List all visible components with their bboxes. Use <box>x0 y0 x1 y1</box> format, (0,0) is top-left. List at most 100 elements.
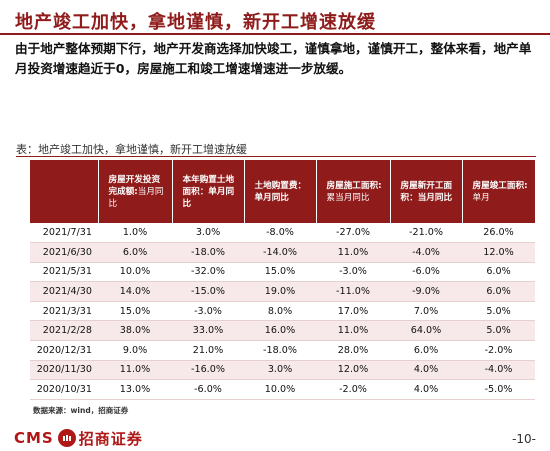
row-value-cell: -21.0% <box>390 223 462 244</box>
row-value-cell: 33.0% <box>172 320 244 342</box>
row-value-cell: 6.0% <box>390 340 462 361</box>
row-value-cell: 10.0% <box>98 262 172 283</box>
row-value-cell: -2.0% <box>462 340 535 361</box>
row-value-cell: -11.0% <box>316 281 390 302</box>
header-main-text: 房屋开发投资完成额: <box>108 174 161 197</box>
row-value-cell: -3.0% <box>172 301 244 322</box>
table-header: 房屋开发投资完成额:当月同比 本年购置土地面积：单月同比 土地购置费：单月同比 … <box>30 160 535 223</box>
row-value-cell: 19.0% <box>244 281 316 302</box>
row-value-cell: 14.0% <box>98 281 172 302</box>
row-value-cell: -32.0% <box>172 262 244 283</box>
row-value-cell: -14.0% <box>244 242 316 263</box>
page-title: 地产竣工加快，拿地谨慎，新开工增速放缓 <box>15 12 376 33</box>
row-value-cell: 6.0% <box>462 281 535 302</box>
row-date-cell: 2021/4/30 <box>30 281 98 302</box>
row-value-cell: 12.0% <box>316 360 390 381</box>
row-value-cell: 9.0% <box>98 340 172 361</box>
row-value-cell: -6.0% <box>172 379 244 400</box>
table-row: 2021/5/31 10.0% -32.0% 15.0% -3.0% -6.0% 6.0% <box>30 262 535 283</box>
data-table: 房屋开发投资完成额:当月同比 本年购置土地面积：单月同比 土地购置费：单月同比 … <box>30 160 535 400</box>
header-main-text: 房屋竣工面积: <box>472 180 528 191</box>
logo-chinese-name: 招商证券 <box>78 429 143 448</box>
row-value-cell: -8.0% <box>244 223 316 244</box>
row-value-cell: 38.0% <box>98 320 172 342</box>
row-date-cell: 2021/3/31 <box>30 301 98 322</box>
header-main-text: 房屋新开工面积：当月同比 <box>400 180 453 203</box>
header-main-text: 房屋施工面积: <box>326 180 382 191</box>
row-value-cell: 4.0% <box>390 379 462 400</box>
row-value-cell: 21.0% <box>172 340 244 361</box>
table-row: 2021/3/31 15.0% -3.0% 8.0% 17.0% 7.0% 5.0% <box>30 301 535 322</box>
row-date-cell: 2020/11/30 <box>30 360 98 381</box>
logo-text: CMS <box>14 429 54 447</box>
title-divider <box>0 33 550 35</box>
row-value-cell: 4.0% <box>390 360 462 381</box>
row-value-cell: -15.0% <box>172 281 244 302</box>
header-cell-completion: 房屋竣工面积:单月 <box>462 160 535 223</box>
row-value-cell: 15.0% <box>244 262 316 283</box>
row-value-cell: 10.0% <box>244 379 316 400</box>
table-row: 2020/10/31 13.0% -6.0% 10.0% -2.0% 4.0% -5.0% <box>30 379 535 400</box>
row-value-cell: 12.0% <box>462 242 535 263</box>
logo-emblem-icon <box>57 429 76 447</box>
row-value-cell: -16.0% <box>172 360 244 381</box>
table-caption: 表：地产竣工加快，拿地谨慎，新开工增速放缓 <box>16 143 247 156</box>
row-date-cell: 2021/7/31 <box>30 223 98 244</box>
row-value-cell: 15.0% <box>98 301 172 322</box>
row-value-cell: -2.0% <box>316 379 390 400</box>
row-value-cell: -3.0% <box>316 262 390 283</box>
header-cell-new-starts: 房屋新开工面积：当月同比 <box>390 160 463 223</box>
header-main-text: 本年购置土地面积：单月同比 <box>182 174 235 209</box>
data-source-note: 数据来源：wind，招商证券 <box>33 406 129 415</box>
table-body: 2021/7/31 1.0% 3.0% -8.0% -27.0% -21.0% 26.0% 2… <box>30 223 535 400</box>
header-sub-text: 累当月同比 <box>326 192 370 203</box>
row-value-cell: 16.0% <box>244 320 316 342</box>
table-row: 2021/4/30 14.0% -15.0% 19.0% -11.0% -9.0% 6.0% <box>30 281 535 302</box>
header-cell-land-cost: 土地购置费：单月同比 <box>244 160 317 223</box>
row-value-cell: 5.0% <box>462 301 535 322</box>
row-value-cell: 6.0% <box>462 262 535 283</box>
header-cell-construction: 房屋施工面积:累当月同比 <box>316 160 391 223</box>
row-value-cell: 5.0% <box>462 320 535 342</box>
row-date-cell: 2020/10/31 <box>30 379 98 400</box>
row-value-cell: -18.0% <box>244 340 316 361</box>
table-row: 2020/12/31 9.0% 21.0% -18.0% 28.0% 6.0% -2.0% <box>30 340 535 361</box>
row-value-cell: 26.0% <box>462 223 535 244</box>
page-number: -10- <box>512 432 536 446</box>
row-value-cell: 11.0% <box>316 320 390 342</box>
row-value-cell: 17.0% <box>316 301 390 322</box>
row-value-cell: -9.0% <box>390 281 462 302</box>
caption-divider <box>16 156 536 157</box>
row-value-cell: 28.0% <box>316 340 390 361</box>
row-value-cell: 7.0% <box>390 301 462 322</box>
row-value-cell: -27.0% <box>316 223 390 244</box>
row-date-cell: 2021/5/31 <box>30 262 98 283</box>
row-date-cell: 2020/12/31 <box>30 340 98 361</box>
table-header-row: 房屋开发投资完成额:当月同比 本年购置土地面积：单月同比 土地购置费：单月同比 … <box>30 160 535 223</box>
summary-text: 由于地产整体预期下行，地产开发商选择加快竣工，谨慎拿地，谨慎开工，整体来看，地产… <box>15 41 532 76</box>
row-value-cell: 64.0% <box>390 320 462 342</box>
row-value-cell: 11.0% <box>316 242 390 263</box>
header-sub-text: 单月 <box>472 192 490 203</box>
row-value-cell: 1.0% <box>98 223 172 244</box>
header-sub-text: 当月同比 <box>108 186 164 209</box>
table-row: 2020/11/30 11.0% -16.0% 3.0% 12.0% 4.0% -4.0% <box>30 360 535 381</box>
row-value-cell: 11.0% <box>98 360 172 381</box>
row-value-cell: -6.0% <box>390 262 462 283</box>
row-value-cell: 3.0% <box>172 223 244 244</box>
row-value-cell: -4.0% <box>390 242 462 263</box>
row-value-cell: -5.0% <box>462 379 535 400</box>
row-value-cell: -18.0% <box>172 242 244 263</box>
row-value-cell: 6.0% <box>98 242 172 263</box>
header-cell-land-area: 本年购置土地面积：单月同比 <box>172 160 245 223</box>
table-row: 2021/6/30 6.0% -18.0% -14.0% 11.0% -4.0% 12.0% <box>30 242 535 263</box>
row-value-cell: 8.0% <box>244 301 316 322</box>
table-row: 2021/2/28 38.0% 33.0% 16.0% 11.0% 64.0% 5.0% <box>30 320 535 342</box>
company-logo: CMS 招商证券 <box>14 428 143 448</box>
row-value-cell: 13.0% <box>98 379 172 400</box>
header-cell-date <box>30 160 99 223</box>
row-date-cell: 2021/2/28 <box>30 320 98 342</box>
row-value-cell: 3.0% <box>244 360 316 381</box>
header-cell-investment: 房屋开发投资完成额:当月同比 <box>98 160 173 223</box>
row-value-cell: -4.0% <box>462 360 535 381</box>
